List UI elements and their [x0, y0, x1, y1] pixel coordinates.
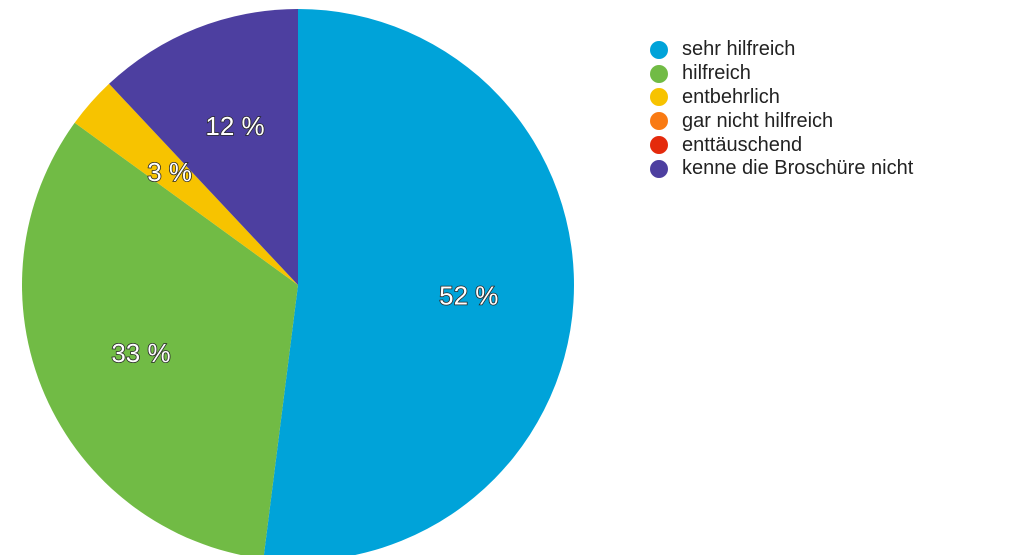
legend-label: enttäuschend: [682, 133, 803, 156]
slice-label-hilfreich: 33 %: [111, 338, 170, 368]
legend-item-sehr-hilfreich: sehr hilfreich: [650, 38, 913, 62]
pie-slice-kenne-die-broschure-nicht: [109, 9, 298, 285]
slice-label-sehr-hilfreich: 52 %: [439, 281, 498, 311]
legend: sehr hilfreich hilfreich entbehrlich gar ni…: [650, 38, 913, 181]
legend-item-kenne-die-broschure-nicht: kenne die Broschüre nicht: [650, 157, 913, 181]
pie-slice-hilfreich: [22, 122, 298, 555]
legend-label: entbehrlich: [682, 85, 780, 108]
slice-label-kenne-die-broschure-nicht: 12 %: [205, 111, 264, 141]
legend-swatch-enttauschend: [650, 136, 668, 155]
legend-label: kenne die Broschüre nicht: [682, 157, 914, 180]
legend-swatch-hilfreich: [650, 64, 668, 83]
legend-item-enttauschend: enttäuschend: [650, 133, 913, 157]
legend-label: gar nicht hilfreich: [682, 109, 834, 132]
pie-slice-entbehrlich: [74, 83, 299, 285]
legend-swatch-kenne-die-broschure-nicht: [650, 159, 668, 178]
legend-swatch-gar-nicht-hilfreich: [650, 112, 668, 131]
legend-label: hilfreich: [682, 62, 751, 85]
legend-swatch-entbehrlich: [650, 88, 668, 107]
legend-label: sehr hilfreich: [682, 38, 796, 61]
legend-item-entbehrlich: entbehrlich: [650, 86, 913, 110]
legend-swatch-sehr-hilfreich: [650, 40, 668, 59]
pie-chart: 52 % 33 % 3 % 12 %: [22, 9, 574, 555]
pie-slice-sehr-hilfreich: [263, 9, 574, 555]
slice-label-entbehrlich: 3 %: [147, 157, 192, 187]
legend-item-gar-nicht-hilfreich: gar nicht hilfreich: [650, 109, 913, 133]
legend-item-hilfreich: hilfreich: [650, 62, 913, 86]
